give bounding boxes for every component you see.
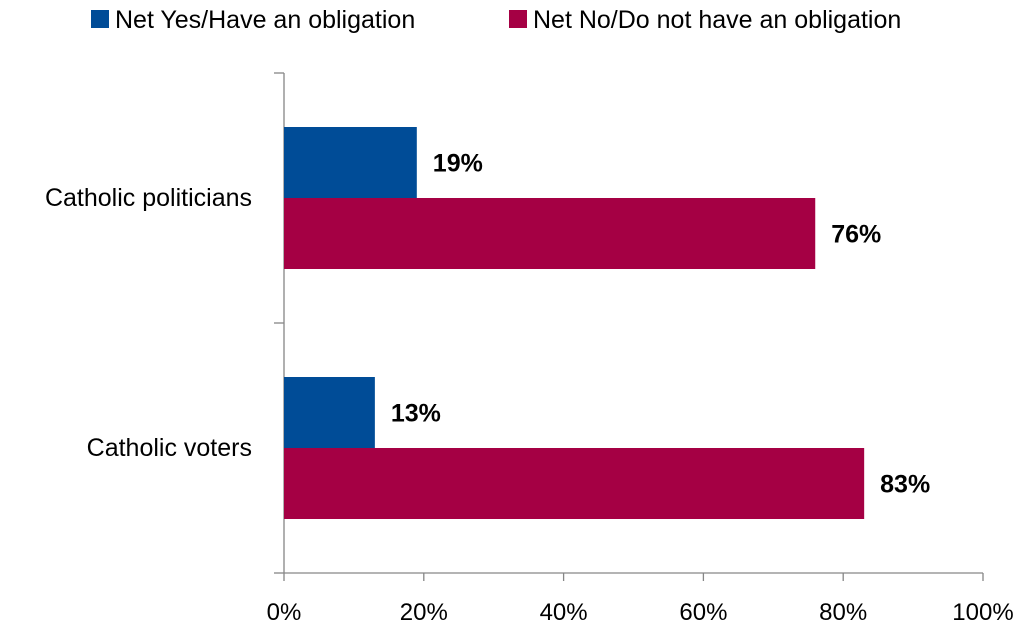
data-label: 76%	[831, 221, 881, 249]
data-label: 19%	[433, 150, 483, 178]
x-tick-label: 0%	[267, 599, 302, 626]
data-label: 13%	[391, 400, 441, 428]
bar-no	[284, 448, 865, 519]
legend-swatch	[509, 10, 527, 28]
bar-no	[284, 198, 816, 269]
legend-label: Net No/Do not have an obligation	[533, 6, 901, 34]
bars	[284, 127, 865, 519]
x-tick-label: 40%	[540, 599, 588, 626]
x-tick-label: 20%	[400, 599, 448, 626]
x-tick-label: 60%	[679, 599, 727, 626]
bar-yes	[284, 127, 417, 198]
legend-label: Net Yes/Have an obligation	[115, 6, 415, 34]
data-label: 83%	[880, 471, 930, 499]
x-tick-label: 100%	[952, 599, 1013, 626]
legend-swatch	[91, 10, 109, 28]
bar-yes	[284, 377, 375, 448]
axes: 0% 20% 40% 60% 80% 100% Catholic politicians Ca…	[45, 72, 1014, 626]
legend: Net Yes/Have an obligation Net No/Do not …	[91, 6, 901, 34]
x-tick-label: 80%	[819, 599, 867, 626]
category-label: Catholic voters	[87, 434, 252, 462]
category-label: Catholic politicians	[45, 184, 252, 212]
labels: 19% 13% 76% 83%	[391, 150, 930, 499]
